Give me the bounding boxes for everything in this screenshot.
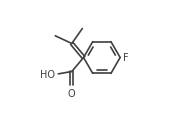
Text: O: O	[68, 88, 76, 98]
Text: F: F	[123, 53, 129, 63]
Text: HO: HO	[40, 69, 55, 79]
